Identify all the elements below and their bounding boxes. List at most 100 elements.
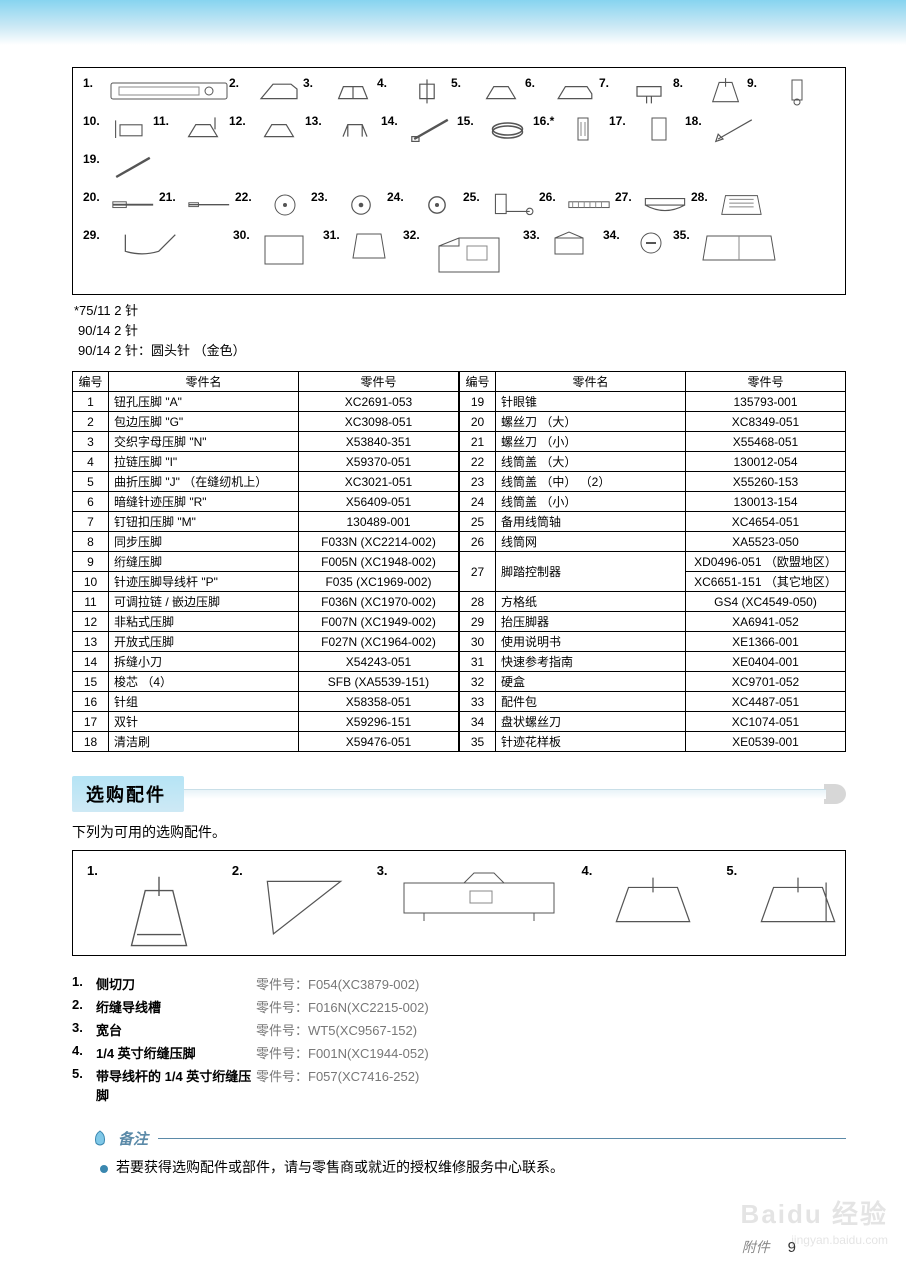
section-subtitle: 下列为可用的选购配件。 [72, 822, 846, 842]
part-num: 18. [685, 114, 707, 128]
cell-name: 曲折压脚 "J" （在缝纫机上） [109, 472, 299, 492]
table-row: 34盘状螺丝刀XC1074-051 [460, 712, 846, 732]
table-row: 2包边压脚 "G"XC3098-051 [73, 412, 459, 432]
memo-body: 若要获得选购配件或部件，请与零售商或就近的授权维修服务中心联系。 [100, 1157, 846, 1177]
opt-partnum: 零件号：F016N(XC2215-002) [256, 997, 429, 1016]
cell-part: XC2691-053 [299, 392, 459, 412]
opt-partnum: 零件号：F057(XC7416-252) [256, 1066, 419, 1085]
cell-name: 线筒盖 （中） （2） [496, 472, 686, 492]
part-icon [773, 76, 821, 106]
table-row: 35针迹花样板XE0539-001 [460, 732, 846, 752]
cell-name: 清洁刷 [109, 732, 299, 752]
opt-icon [249, 863, 359, 943]
cell-name: 开放式压脚 [109, 632, 299, 652]
optional-illustration-box: 1. 2. 3. 4. 5. [72, 850, 846, 956]
opt-num: 4. [582, 863, 593, 878]
cell-name: 针组 [109, 692, 299, 712]
cell-name: 交织字母压脚 "N" [109, 432, 299, 452]
cell-part: XC6651-151 （其它地区） [686, 572, 846, 592]
cell-part: 130013-154 [686, 492, 846, 512]
cell-part: X54243-051 [299, 652, 459, 672]
cell-name: 钮孔压脚 "A" [109, 392, 299, 412]
opt-n: 4. [72, 1043, 96, 1058]
cell-num: 7 [73, 512, 109, 532]
memo-title: 备注 [118, 1128, 148, 1149]
cell-name: 备用线筒轴 [496, 512, 686, 532]
part-icon [407, 114, 455, 144]
note-line: 90/14 2 针 [74, 321, 846, 341]
cell-name: 针迹花样板 [496, 732, 686, 752]
watermark-url: jingyan.baidu.com [791, 1233, 888, 1247]
part-num: 11. [153, 114, 175, 128]
cell-name: 暗缝针迹压脚 "R" [109, 492, 299, 512]
cell-part: XE0539-001 [686, 732, 846, 752]
cell-part: XE1366-001 [686, 632, 846, 652]
cell-part: F007N (XC1949-002) [299, 612, 459, 632]
cell-part: GS4 (XC4549-050) [686, 592, 846, 612]
th-num: 编号 [460, 372, 496, 392]
part-num: 23. [311, 190, 333, 204]
bullet-icon [100, 1165, 108, 1173]
part-num: 13. [305, 114, 327, 128]
cell-part: X55468-051 [686, 432, 846, 452]
table-row: 28方格纸GS4 (XC4549-050) [460, 592, 846, 612]
optional-row: 2.绗缝导线槽零件号：F016N(XC2215-002) [72, 997, 846, 1016]
cell-num: 33 [460, 692, 496, 712]
cell-name: 线筒盖 （大） [496, 452, 686, 472]
cell-part: XC3021-051 [299, 472, 459, 492]
cell-part: X59370-051 [299, 452, 459, 472]
table-row: 24线筒盖 （小）130013-154 [460, 492, 846, 512]
th-num: 编号 [73, 372, 109, 392]
part-num: 28. [691, 190, 713, 204]
opt-icon [598, 863, 708, 943]
table-row: 5曲折压脚 "J" （在缝纫机上）XC3021-051 [73, 472, 459, 492]
optional-row: 5.带导线杆的 1/4 英寸绗缝压脚零件号：F057(XC7416-252) [72, 1066, 846, 1104]
cell-name: 线筒盖 （小） [496, 492, 686, 512]
cell-num: 31 [460, 652, 496, 672]
cell-part: X58358-051 [299, 692, 459, 712]
cell-num: 16 [73, 692, 109, 712]
cell-name: 线筒网 [496, 532, 686, 552]
table-row: 10针迹压脚导线杆 "P"F035 (XC1969-002) [73, 572, 459, 592]
table-row: 15梭芯 （4）SFB (XA5539-151) [73, 672, 459, 692]
part-icon [625, 76, 673, 106]
table-row: 6暗缝针迹压脚 "R"X56409-051 [73, 492, 459, 512]
th-part: 零件号 [686, 372, 846, 392]
table-row: 23线筒盖 （中） （2）X55260-153 [460, 472, 846, 492]
part-num: 5. [451, 76, 473, 90]
cell-part: X55260-153 [686, 472, 846, 492]
part-icon [109, 152, 157, 182]
part-icon [403, 76, 451, 106]
cell-part: 130489-001 [299, 512, 459, 532]
top-gradient [0, 0, 906, 45]
cell-name: 硬盒 [496, 672, 686, 692]
cell-num: 6 [73, 492, 109, 512]
cell-part: X59476-051 [299, 732, 459, 752]
cell-part: XA5523-050 [686, 532, 846, 552]
cell-num: 8 [73, 532, 109, 552]
cell-part: XC4654-051 [686, 512, 846, 532]
cell-name: 包边压脚 "G" [109, 412, 299, 432]
part-num: 26. [539, 190, 561, 204]
note-line: 90/14 2 针：圆头针 （金色） [74, 341, 846, 361]
part-icon [629, 228, 673, 258]
opt-n: 2. [72, 997, 96, 1012]
cell-num: 5 [73, 472, 109, 492]
cell-name: 同步压脚 [109, 532, 299, 552]
memo-block: 备注 若要获得选购配件或部件，请与零售商或就近的授权维修服务中心联系。 [72, 1128, 846, 1177]
table-row: 3交织字母压脚 "N"X53840-351 [73, 432, 459, 452]
opt-name: 绗缝导线槽 [96, 997, 256, 1016]
part-icon [329, 76, 377, 106]
footer-label: 附件 [742, 1239, 770, 1255]
part-icon [109, 228, 209, 258]
opt-n: 5. [72, 1066, 96, 1081]
cell-part: 135793-001 [686, 392, 846, 412]
cell-part: X56409-051 [299, 492, 459, 512]
cell-part: F005N (XC1948-002) [299, 552, 459, 572]
part-num: 31. [323, 228, 345, 242]
opt-n: 3. [72, 1020, 96, 1035]
cell-part: XA6941-052 [686, 612, 846, 632]
cell-num: 21 [460, 432, 496, 452]
part-icon [331, 114, 379, 144]
part-icon [255, 76, 303, 106]
